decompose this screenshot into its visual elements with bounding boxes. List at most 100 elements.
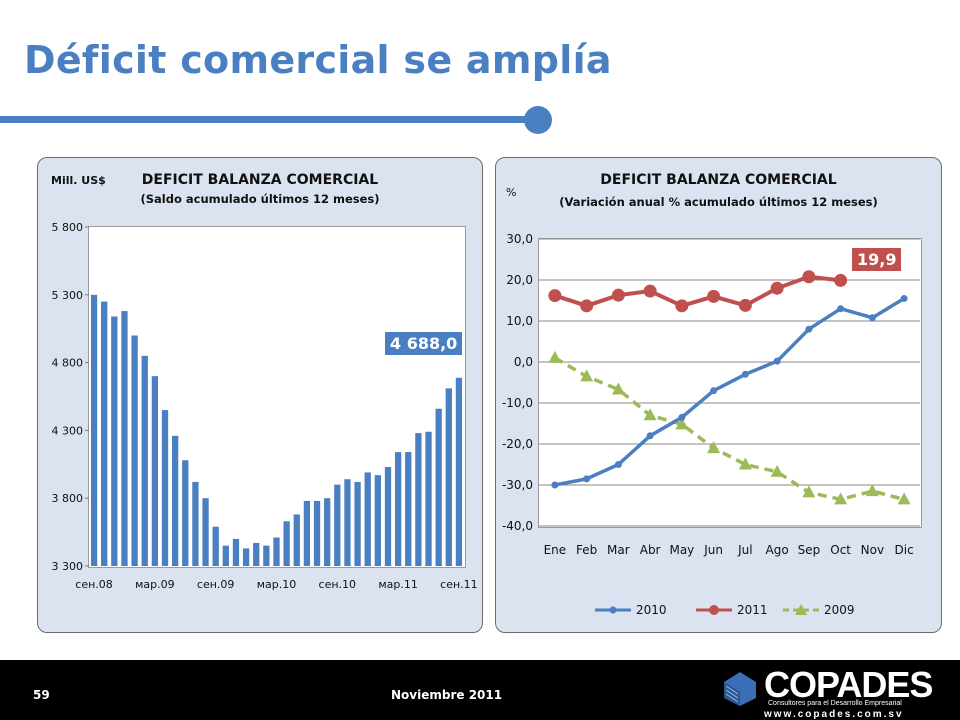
- line-chart-x-tick-label: Abr: [640, 543, 661, 557]
- line-chart-point-2011: [707, 289, 721, 303]
- bar-chart-bar: [384, 467, 392, 566]
- line-chart-panel: DEFICIT BALANZA COMERCIAL (Variación anu…: [495, 157, 942, 633]
- legend-item-2010: 2010: [593, 602, 667, 618]
- bar-chart-bar: [141, 355, 148, 566]
- logo-name: COPADES: [764, 664, 933, 705]
- line-chart-point-2010: [741, 370, 749, 378]
- line-chart-point-2011: [802, 270, 816, 284]
- title-underline-dot: [524, 106, 552, 134]
- legend-swatch-2009: [783, 604, 819, 615]
- line-chart-y-tick-label: 10,0: [506, 314, 533, 328]
- bar-chart-bar: [374, 475, 381, 566]
- bar-chart-bar: [303, 500, 311, 566]
- line-chart-point-2010: [646, 432, 654, 440]
- line-chart-point-2011: [770, 281, 784, 295]
- line-chart-point-2009: [580, 369, 594, 382]
- bar-chart-bar: [445, 388, 452, 566]
- line-chart-x-tick-label: Dic: [895, 543, 914, 557]
- line-chart-point-2010: [551, 481, 559, 489]
- line-chart-x-tick-label: Sep: [798, 543, 821, 557]
- bar-chart-bar: [425, 431, 432, 566]
- line-chart-point-2009: [707, 441, 721, 454]
- bar-chart-bar: [131, 335, 138, 566]
- line-chart-legend: 2010 2011 2009: [496, 602, 941, 618]
- bar-chart-bar: [212, 526, 219, 566]
- bar-chart-bar: [242, 548, 250, 566]
- line-chart-2011-callout: 19,9: [852, 248, 902, 271]
- line-chart-series-2009: [553, 356, 905, 502]
- line-chart-point-2011: [738, 298, 752, 312]
- footer-date: Noviembre 2011: [391, 688, 503, 702]
- line-chart-point-2010: [773, 357, 781, 365]
- bar-chart-x-tick-label: мар.11: [378, 578, 418, 591]
- slide-title: Déficit comercial se amplía: [24, 38, 612, 82]
- bar-chart-y-tick-label: 3 300: [52, 560, 84, 573]
- line-chart-y-tick-label: -30,0: [502, 478, 533, 492]
- bar-chart-x-tick-label: мар.09: [135, 578, 175, 591]
- line-chart-y-tick-label: -40,0: [502, 519, 533, 533]
- line-chart-y-tick-label: -20,0: [502, 437, 533, 451]
- line-chart-point-2009: [611, 382, 625, 395]
- bar-chart-bar: [253, 542, 260, 566]
- line-chart-point-2009: [802, 485, 816, 498]
- line-chart-y-tick-label: 30,0: [506, 232, 533, 246]
- bar-chart-bar: [455, 377, 463, 566]
- bar-chart-panel: Mill. US$ DEFICIT BALANZA COMERCIAL (Sal…: [37, 157, 483, 633]
- bar-chart-bar: [222, 545, 229, 566]
- bar-chart-bar: [435, 408, 442, 566]
- page-number: 59: [33, 688, 50, 702]
- line-chart-x-tick-label: Ene: [544, 543, 567, 557]
- line-chart-point-2009: [643, 408, 657, 421]
- legend-item-2011: 2011: [694, 602, 768, 618]
- legend-label-2010: 2010: [636, 603, 667, 617]
- line-chart-x-tick-label: Jul: [737, 543, 752, 557]
- bar-chart-bar: [324, 498, 331, 566]
- bar-chart-bar: [354, 481, 361, 566]
- bar-chart-y-tick-label: 4 800: [52, 357, 84, 370]
- line-chart-point-2009: [738, 457, 752, 470]
- bar-chart-bar: [263, 545, 270, 566]
- line-chart-title: DEFICIT BALANZA COMERCIAL: [600, 172, 837, 188]
- line-chart-point-2011: [580, 299, 594, 313]
- bar-chart-title: DEFICIT BALANZA COMERCIAL: [141, 172, 379, 188]
- bar-chart-bar: [172, 435, 179, 566]
- bar-chart-plot-area: [88, 226, 466, 568]
- logo-tagline: Consultores para el Desarrollo Empresari…: [768, 700, 902, 707]
- line-chart-x-tick-label: Nov: [861, 543, 884, 557]
- line-chart-point-2010: [678, 413, 686, 421]
- line-chart-point-2011: [643, 284, 657, 298]
- bar-chart-bar: [344, 479, 351, 566]
- line-chart-series-2011: [554, 274, 841, 308]
- legend-swatch-2011: [696, 605, 732, 615]
- title-underline: [0, 116, 540, 123]
- line-chart-point-2010: [868, 314, 876, 322]
- line-chart-point-2009: [834, 492, 848, 505]
- bar-chart-y-tick-label: 5 300: [52, 289, 84, 302]
- bar-chart-x-tick-label: мар.10: [257, 578, 297, 591]
- line-chart-point-2011: [834, 273, 848, 287]
- bar-chart-bar: [283, 521, 290, 566]
- bar-chart-bar: [192, 481, 199, 566]
- legend-label-2011: 2011: [737, 603, 768, 617]
- bar-chart-bar: [182, 460, 189, 566]
- line-chart-point-2009: [770, 464, 784, 477]
- bar-chart-svg: 3 300 3 800 4 300 4 800 5 300 5 800 сен.08 мар.…: [52, 221, 478, 591]
- bar-chart-bar: [293, 514, 300, 566]
- bar-chart-bar: [151, 376, 159, 566]
- bar-chart-y-tick-label: 3 800: [52, 492, 84, 505]
- bar-chart-bar: [111, 316, 118, 566]
- line-chart-x-tick-label: Oct: [830, 543, 851, 557]
- bar-chart-y-tick-label: 5 800: [52, 221, 84, 234]
- line-chart-subtitle: (Variación anual % acumulado últimos 12 …: [559, 195, 878, 209]
- line-chart-point-2009: [865, 484, 879, 497]
- bar-chart-y-tick-label: 4 300: [52, 424, 84, 437]
- bar-chart-bar: [405, 452, 412, 566]
- bar-chart-bar: [202, 498, 209, 566]
- line-chart-point-2010: [805, 325, 813, 333]
- footer-bar: 59 Noviembre 2011 COPADES Consultores pa…: [0, 660, 960, 720]
- bar-chart-unit-label: Mill. US$: [51, 174, 106, 187]
- copades-logo-icon: [724, 672, 756, 706]
- bar-chart-x-tick-label: сен.08: [75, 578, 113, 591]
- line-chart-point-2011: [611, 288, 625, 302]
- line-chart-x-tick-label: May: [669, 543, 694, 557]
